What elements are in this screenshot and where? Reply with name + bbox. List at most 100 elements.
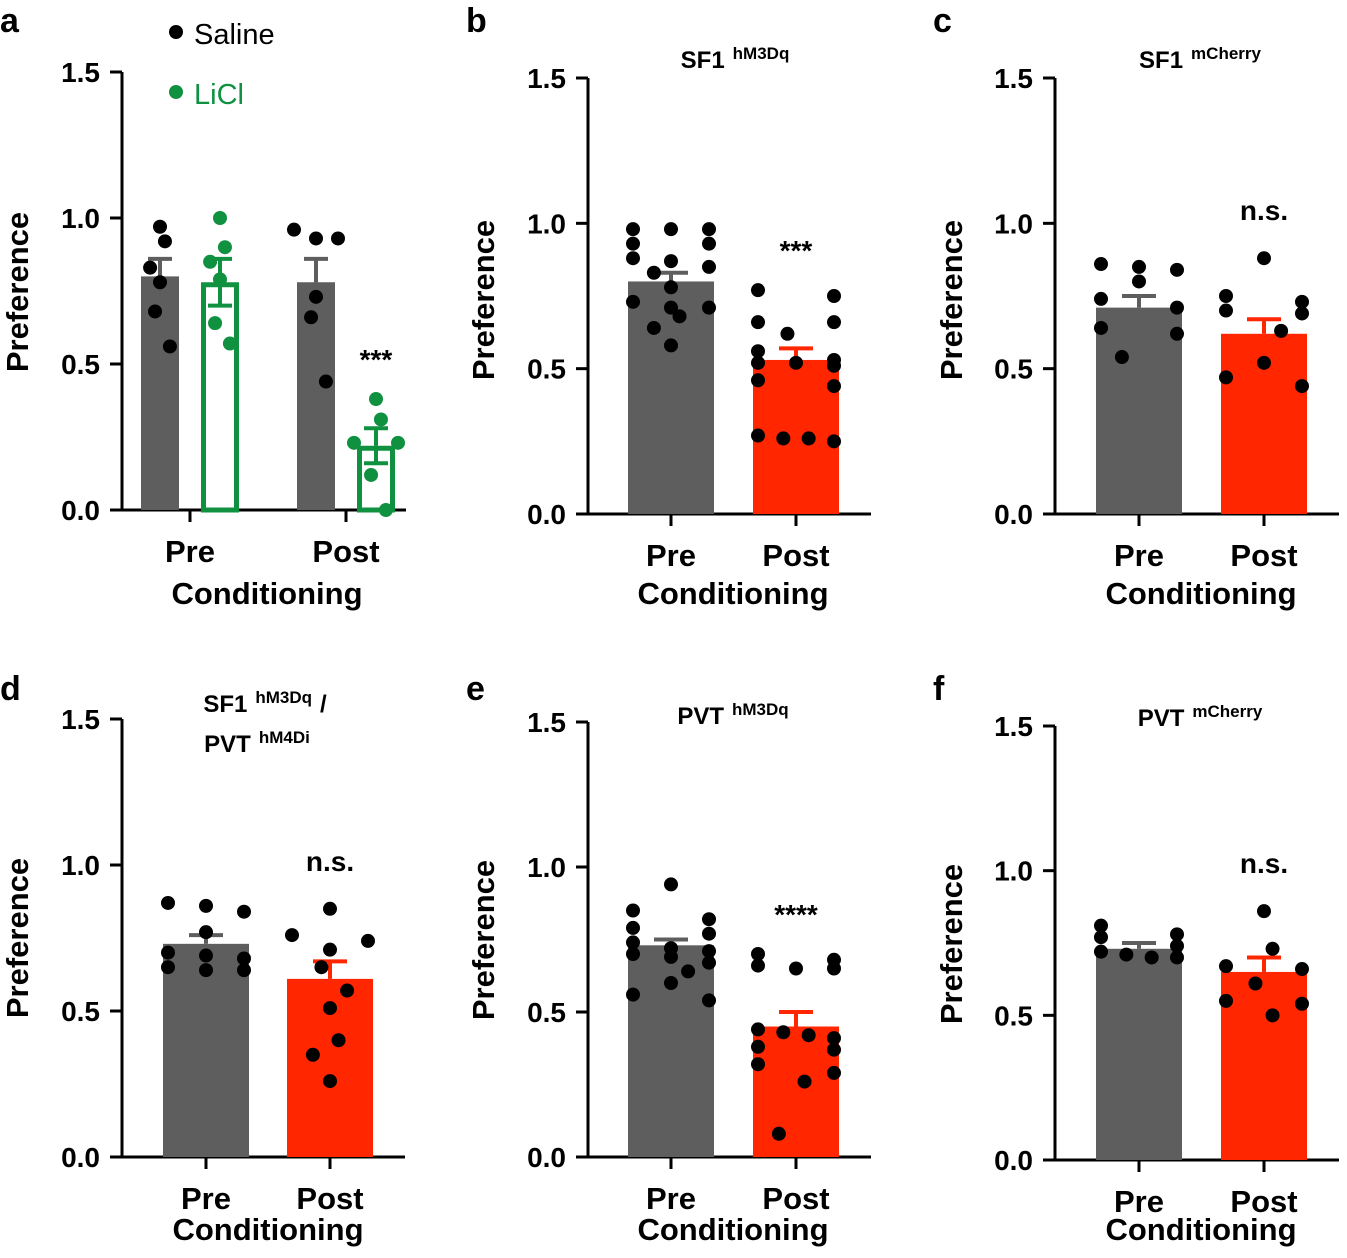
data-point <box>157 234 172 249</box>
data-point <box>161 945 175 960</box>
data-point <box>1170 300 1184 315</box>
significance-label: n.s. <box>1240 848 1288 879</box>
data-point <box>364 467 379 482</box>
data-point <box>1295 962 1309 977</box>
x-tick-label: Pre <box>1114 1184 1164 1219</box>
data-point <box>827 434 841 449</box>
data-point <box>1274 323 1289 338</box>
data-point <box>1094 918 1108 933</box>
bar-pre <box>1096 307 1182 514</box>
data-point <box>751 1057 765 1072</box>
data-point <box>664 280 678 295</box>
data-point <box>751 373 765 388</box>
data-point <box>1257 251 1271 266</box>
data-point <box>626 294 640 309</box>
y-axis-title: Preference <box>934 220 969 380</box>
legend: Saline LiCl <box>169 19 275 111</box>
bar-pre <box>628 281 714 514</box>
data-point <box>208 316 223 331</box>
data-point <box>1144 950 1159 965</box>
data-point <box>1295 379 1309 394</box>
y-tick-label: 1.5 <box>994 63 1033 94</box>
y-tick-label: 0.0 <box>527 1142 566 1173</box>
data-point <box>1094 291 1108 306</box>
data-point <box>827 1031 841 1046</box>
data-point <box>827 358 841 373</box>
y-tick-label: 0.0 <box>527 499 566 530</box>
panel-title-superscript: hM3Dq <box>255 688 312 707</box>
bar-post <box>753 359 839 514</box>
panel-letter: a <box>0 2 20 40</box>
x-tick-label: Pre <box>165 534 215 569</box>
data-point <box>199 925 213 940</box>
data-point <box>626 222 640 237</box>
data-point <box>237 963 251 978</box>
data-point <box>331 231 345 246</box>
y-tick-label: 1.5 <box>527 63 566 94</box>
data-point <box>347 435 361 450</box>
panel-title: SF1 hM3Dq <box>681 44 790 74</box>
data-point <box>237 951 251 966</box>
y-axis-title: Preference <box>466 220 501 380</box>
panel-title: SF1 hM3Dq / <box>203 688 327 718</box>
y-tick-label: 1.5 <box>61 57 100 88</box>
data-point <box>162 339 177 354</box>
y-tick-label: 1.5 <box>61 704 100 735</box>
y-tick-label: 1.0 <box>527 852 566 883</box>
data-point <box>369 392 383 407</box>
bar-post <box>1221 971 1307 1160</box>
data-point <box>751 283 765 298</box>
data-point <box>751 1022 765 1037</box>
x-tick-label: Post <box>1230 538 1297 573</box>
data-point <box>304 310 319 325</box>
data-point <box>331 1033 346 1048</box>
data-point <box>646 265 661 280</box>
legend-marker <box>169 85 183 99</box>
data-point <box>1265 1008 1280 1023</box>
data-point <box>1257 904 1271 919</box>
panel-title-superscript: mCherry <box>1192 702 1262 721</box>
data-point <box>801 1028 816 1043</box>
bar-pre <box>163 943 249 1157</box>
x-tick-label: Post <box>296 1181 363 1216</box>
data-point <box>1219 993 1233 1008</box>
y-tick-label: 0.5 <box>527 997 566 1028</box>
data-point <box>323 1001 337 1016</box>
data-point <box>702 236 716 251</box>
data-point <box>222 336 237 351</box>
data-point <box>391 435 405 450</box>
y-tick-label: 1.5 <box>994 711 1033 742</box>
data-point <box>664 877 678 892</box>
x-tick-label: Post <box>762 538 829 573</box>
data-point <box>1094 930 1108 945</box>
bar-post <box>753 1026 839 1157</box>
data-point <box>626 251 640 266</box>
significance-label: *** <box>780 235 813 266</box>
data-point <box>751 958 765 973</box>
legend-marker <box>169 25 183 39</box>
data-point <box>771 1126 786 1141</box>
y-tick-label: 1.0 <box>994 208 1033 239</box>
significance-label: *** <box>360 344 393 375</box>
data-point <box>702 955 716 970</box>
data-point <box>681 964 696 979</box>
data-point <box>199 948 213 963</box>
data-point <box>827 1065 841 1080</box>
data-point <box>626 947 640 961</box>
data-point <box>1257 355 1271 370</box>
data-point <box>827 315 841 330</box>
y-axis-title: Preference <box>934 864 969 1024</box>
data-point <box>323 942 337 957</box>
significance-label: n.s. <box>306 846 354 877</box>
panel-title-main: SF1 <box>1139 47 1183 74</box>
data-point <box>702 912 716 927</box>
data-point <box>664 222 678 237</box>
data-point <box>827 1042 841 1057</box>
y-tick-label: 1.0 <box>61 203 100 234</box>
data-point <box>751 1039 765 1054</box>
x-axis-title: Conditioning <box>1105 1212 1296 1247</box>
data-point <box>827 961 841 976</box>
data-point <box>664 254 678 269</box>
